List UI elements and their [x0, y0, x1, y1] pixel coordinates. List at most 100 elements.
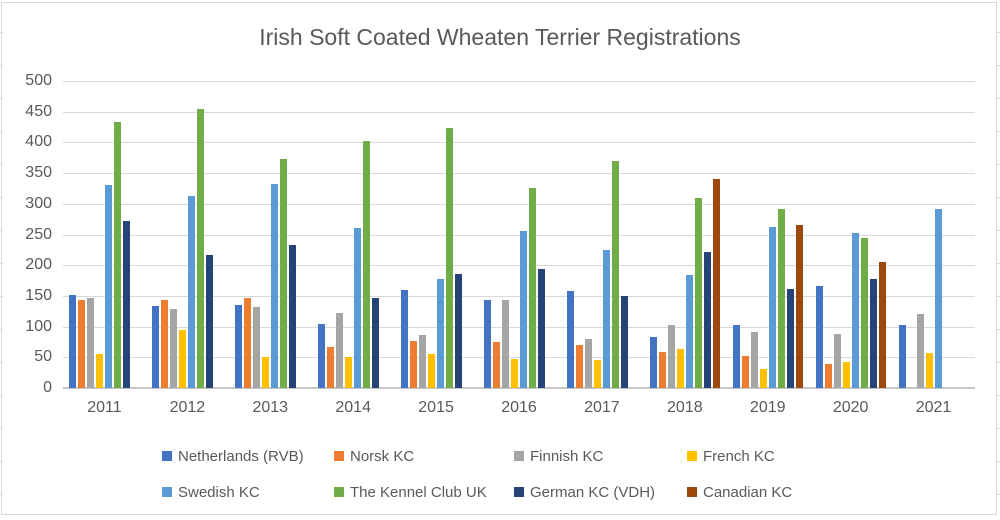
bar: [732, 325, 740, 388]
bar: [161, 300, 169, 388]
bar: [537, 269, 545, 388]
bar-group-2015: [395, 81, 478, 388]
bar-group-2020: [809, 81, 892, 388]
bar: [878, 262, 886, 388]
y-axis-tick-label: 100: [25, 317, 52, 335]
x-axis-tick-label: 2013: [252, 399, 289, 416]
x-axis-tick-label: 2021: [915, 399, 952, 416]
gridline: [63, 142, 975, 144]
bar: [483, 300, 491, 388]
gridline: [63, 295, 975, 297]
bar: [712, 179, 720, 388]
y-axis-tick-label: 0: [43, 379, 52, 396]
legend-label: Finnish KC: [530, 447, 604, 465]
legend-item: The Kennel Club UK: [334, 483, 487, 501]
plot-area: [63, 81, 975, 389]
bar: [611, 161, 619, 388]
chart-title: Irish Soft Coated Wheaten Terrier Regist…: [259, 24, 741, 50]
bar: [327, 347, 335, 388]
legend-swatch: [514, 487, 524, 497]
x-axis-tick-label: 2014: [335, 399, 371, 416]
bar: [179, 330, 187, 388]
bar: [354, 228, 362, 388]
legend-label: Canadian KC: [703, 483, 793, 501]
y-axis-tick-label: 450: [25, 102, 52, 120]
bar: [795, 225, 803, 388]
bar: [280, 159, 288, 388]
bar-group-2018: [643, 81, 726, 388]
bar-group-2013: [229, 81, 312, 388]
bar: [289, 245, 297, 388]
bar: [244, 298, 252, 388]
bar: [860, 238, 868, 388]
legend-swatch: [514, 451, 524, 461]
gridline: [63, 81, 975, 82]
x-axis-tick-label: 2015: [418, 399, 454, 416]
bar: [898, 325, 906, 388]
bar: [96, 354, 104, 388]
legend-label: The Kennel Club UK: [350, 483, 487, 501]
x-axis-tick-label: 2012: [169, 399, 206, 416]
bar: [869, 279, 877, 388]
bar: [667, 325, 675, 388]
bar: [446, 128, 454, 388]
bar: [528, 188, 536, 388]
bar: [253, 307, 261, 388]
legend-item: Netherlands (RVB): [162, 447, 304, 465]
bar: [401, 290, 409, 388]
bar: [372, 298, 380, 388]
sheet-gridline-stubs-right: [997, 0, 1000, 520]
bar: [235, 305, 243, 388]
bar: [768, 227, 776, 388]
y-axis-tick-label: 400: [25, 133, 52, 151]
bar: [501, 300, 509, 388]
y-axis-tick-label: 200: [25, 256, 52, 274]
bar: [842, 362, 850, 388]
bar: [759, 369, 767, 388]
x-axis-tick-label: 2020: [832, 399, 869, 416]
bar: [87, 298, 95, 388]
bar: [750, 332, 758, 388]
bar: [593, 360, 601, 388]
bar: [105, 185, 113, 388]
bar: [69, 295, 77, 388]
bar: [824, 364, 832, 388]
x-axis-tick-label: 2017: [584, 399, 620, 416]
bar: [575, 345, 583, 388]
bar: [694, 198, 702, 388]
gridline: [63, 326, 975, 328]
bar: [510, 359, 518, 388]
bar: [437, 279, 445, 388]
x-axis-tick-label: 2016: [501, 399, 537, 416]
bar: [363, 141, 371, 388]
bar-group-2011: [63, 81, 146, 388]
bar: [602, 250, 610, 388]
legend-item: German KC (VDH): [514, 483, 655, 501]
bar-group-2014: [312, 81, 395, 388]
bar: [925, 353, 933, 388]
bar: [336, 313, 344, 388]
legend-swatch: [162, 487, 172, 497]
bar-group-2021: [892, 81, 975, 388]
legend-label: Norsk KC: [350, 447, 415, 465]
gridline: [63, 265, 975, 267]
x-axis-tick-label: 2018: [667, 399, 703, 416]
legend-item: Norsk KC: [334, 447, 414, 465]
gridline: [63, 111, 975, 113]
bar-group-2017: [560, 81, 643, 388]
bar: [519, 231, 527, 388]
legend-swatch: [334, 451, 344, 461]
bar: [262, 357, 270, 388]
legend-swatch: [162, 451, 172, 461]
bar: [916, 314, 924, 388]
bar: [741, 356, 749, 388]
bar: [271, 184, 279, 388]
legend-label: German KC (VDH): [530, 483, 656, 501]
bar: [851, 233, 859, 388]
bar: [584, 339, 592, 388]
bar: [78, 300, 86, 388]
bar: [428, 354, 436, 388]
y-axis-tick-label: 350: [25, 164, 52, 182]
bar: [345, 357, 353, 388]
bar: [170, 309, 178, 388]
